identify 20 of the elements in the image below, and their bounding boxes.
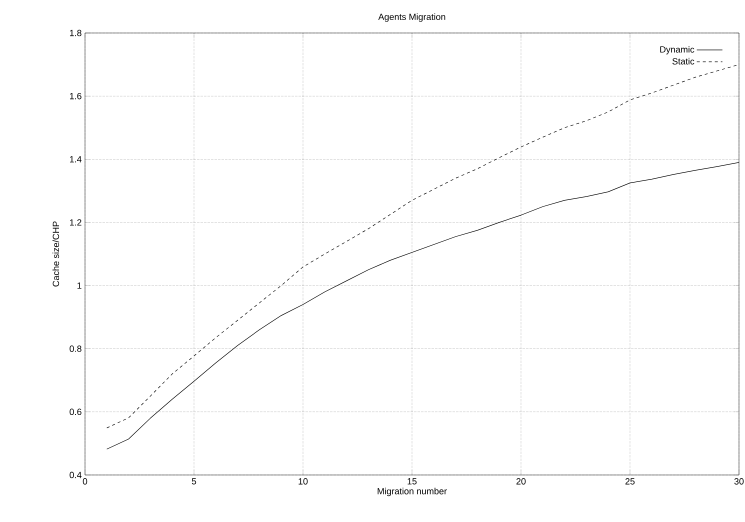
y-tick-label: 1.2	[70, 219, 82, 226]
y-tick-label: 0.4	[70, 472, 82, 478]
chart-title: Agents Migration	[378, 13, 446, 22]
x-tick-label: 30	[734, 478, 744, 485]
y-tick-label: 1.8	[70, 30, 82, 36]
x-tick-label: 15	[408, 478, 417, 484]
x-tick-label: 5	[192, 478, 196, 484]
x-axis-title: Migration number	[378, 488, 447, 496]
x-tick-label: 0	[82, 478, 88, 485]
x-tick-label: 20	[516, 478, 526, 485]
y-axis-title: Cache size/CHP	[52, 221, 60, 287]
y-tick-label: 0.6	[70, 408, 82, 416]
y-tick-label: 1.4	[70, 156, 82, 162]
x-tick-label: 10	[298, 478, 308, 485]
legend-label: Static	[672, 58, 694, 65]
legend-label: Dynamic	[660, 46, 694, 54]
y-tick-label: 0.8	[70, 346, 82, 352]
x-tick-label: 25	[625, 478, 635, 485]
y-tick-label: 1	[77, 282, 82, 289]
y-tick-label: 1.6	[70, 92, 82, 100]
